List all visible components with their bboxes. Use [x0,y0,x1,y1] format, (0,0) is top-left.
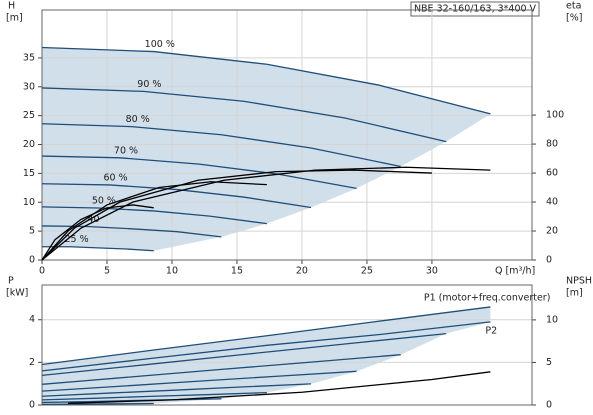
x-tick-label: 10 [166,266,178,277]
y-tick-label: 10 [23,197,35,208]
y-tick-label: 15 [23,168,35,179]
x-tick-label: 30 [426,266,438,277]
curve [41,391,267,401]
y-tick-label: 0 [29,255,35,266]
curve [41,87,447,143]
curve-label: P1 (motor+freq.converter) [424,292,551,303]
curve-label: 25 % [65,234,89,245]
curve [41,123,401,168]
curve [41,206,267,225]
curve [67,371,491,404]
y-tick-label: 35 [23,52,35,63]
y-tick-label: 20 [23,139,35,150]
operating-area [42,47,491,260]
x-tick-label: 0 [39,266,45,277]
curve-label: 100 % [145,39,175,50]
curve [41,321,491,372]
y2-tick-label: 100 [546,110,564,121]
y-tick-label: 30 [23,81,35,92]
y-tick-label: 2 [29,357,35,368]
curve [41,306,491,366]
curve-label: 80 % [126,114,150,125]
y2-tick-label: 40 [546,197,558,208]
x-tick-label: 20 [296,266,308,277]
y-tick-label: 25 [23,110,35,121]
y2-tick-label: 80 [546,139,558,150]
y-label: H [8,1,15,12]
title-box [410,1,540,17]
curve [41,402,154,406]
y2-tick-label: 60 [546,168,558,179]
y2-tick-label: 5 [546,357,552,368]
curve [41,204,154,261]
curve [41,166,491,261]
curve [41,398,222,404]
y2-label: eta [566,1,581,12]
y-label: P [8,276,14,287]
y-unit: [kW] [6,288,28,299]
y-tick-label: 4 [29,314,35,325]
curve-label: 70 % [114,145,138,156]
curve [41,155,357,190]
y-tick-label: 5 [29,226,35,237]
y2-label: NPSH [566,276,592,287]
curve-label: 60 % [104,172,128,183]
x-tick-label: 15 [231,266,243,277]
curve-label: P2 [485,325,497,336]
curve [41,332,447,377]
chart-title: NBE 32-160/163, 3*400 V [414,4,537,15]
curve [41,383,312,397]
y-unit: [m] [6,13,23,24]
x-tick-label: 25 [361,266,373,277]
y2-tick-label: 20 [546,226,558,237]
curve-label: 40 [87,214,99,225]
curve-label: 90 % [137,79,161,90]
curve [42,246,154,252]
y2-tick-label: 0 [546,255,552,266]
plot-frame [41,284,533,406]
curve [41,46,491,115]
curve [41,183,312,209]
y2-unit: [m] [566,288,583,299]
curve [41,370,357,392]
y2-tick-label: 0 [546,400,552,411]
y2-tick-label: 10 [546,314,558,325]
x-tick-label: 5 [104,266,110,277]
curve [41,169,432,261]
operating-area [42,306,491,405]
curve [41,354,401,385]
curve [41,181,267,261]
y-tick-label: 0 [29,400,35,411]
plot-frame [41,9,533,261]
y2-unit: [%] [566,13,582,24]
curve-label: 50 % [92,196,116,207]
x-label: Q [m³/h] [495,266,535,277]
